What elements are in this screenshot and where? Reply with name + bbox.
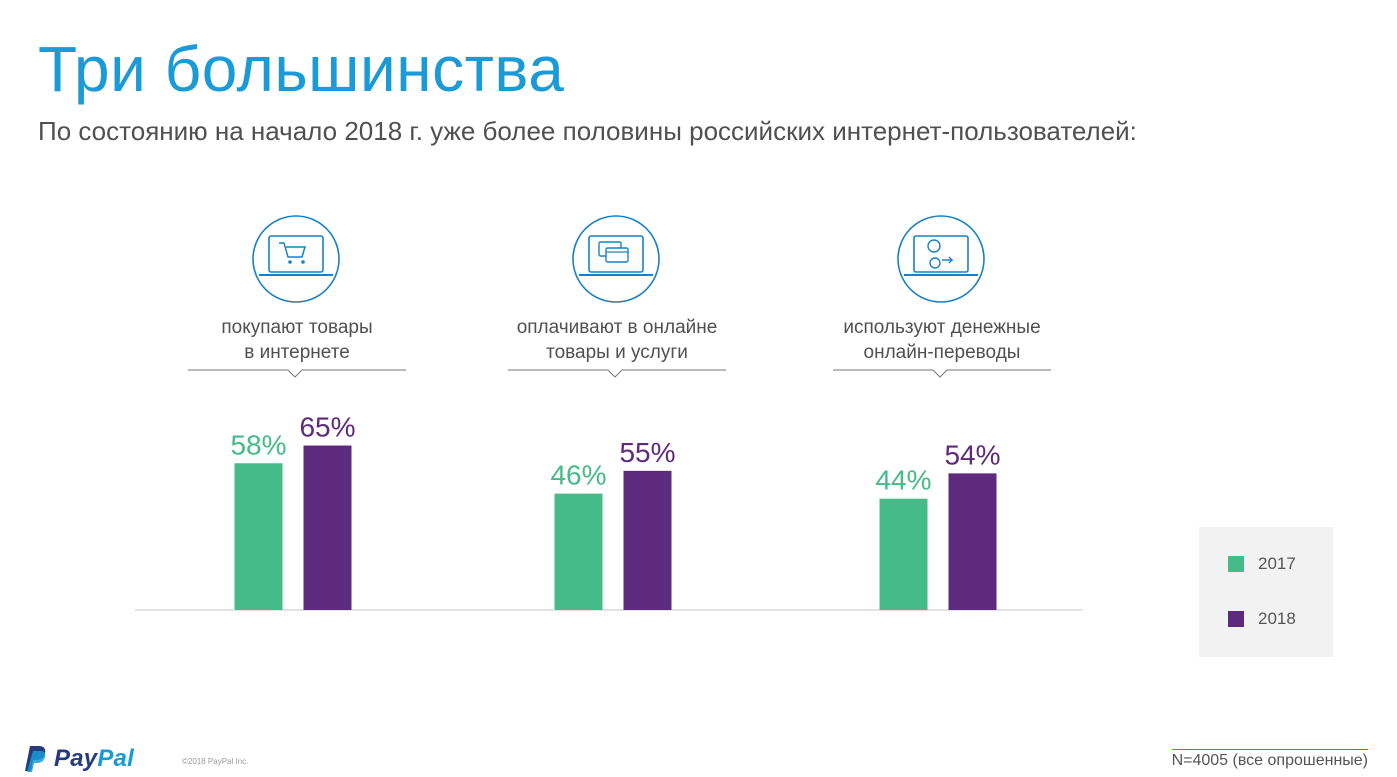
- data-label-2018: 54%: [944, 439, 1000, 470]
- logo-pay: Pay: [54, 745, 98, 772]
- bar-2018: [303, 445, 352, 610]
- paypal-wordmark: PayPal: [54, 745, 134, 773]
- legend-label-2018: 2018: [1258, 609, 1296, 628]
- legend-item-2018: 2018: [1228, 609, 1296, 629]
- category-label: оплачивают в онлайне: [517, 317, 718, 338]
- page-subtitle: По состоянию на начало 2018 г. уже более…: [38, 116, 1137, 146]
- category-label: покупают товары: [221, 317, 372, 338]
- data-label-2017: 46%: [550, 460, 606, 491]
- chart-legend: 2017 2018: [1199, 527, 1333, 657]
- logo-pal: Pal: [97, 745, 134, 772]
- paypal-logo: PayPal: [24, 744, 134, 774]
- data-label-2018: 65%: [299, 412, 355, 443]
- bar-2017: [234, 463, 283, 610]
- category-label: товары и услуги: [546, 342, 688, 363]
- category-label: онлайн-переводы: [864, 342, 1021, 363]
- category-callout-line: [188, 369, 406, 378]
- data-label-2018: 55%: [619, 437, 675, 468]
- bar-2017: [879, 498, 928, 610]
- copyright-text: ©2018 PayPal Inc.: [182, 757, 249, 766]
- sample-note: N=4005 (все опрошенные): [1171, 749, 1368, 770]
- category-callout-line: [508, 369, 726, 378]
- category-label: в интернете: [244, 342, 350, 363]
- page-title: Три большинства: [38, 33, 565, 105]
- category-callout-line: [833, 369, 1051, 378]
- paypal-p-icon: [25, 746, 46, 772]
- legend-swatch-2018: [1228, 611, 1244, 627]
- legend-swatch-2017: [1228, 556, 1244, 572]
- legend-item-2017: 2017: [1228, 554, 1296, 574]
- category-label: используют денежные: [843, 317, 1040, 338]
- bar-2017: [554, 493, 603, 610]
- data-label-2017: 44%: [875, 465, 931, 496]
- transfer-icon: [897, 215, 985, 303]
- cart-icon: [252, 215, 340, 303]
- bar-2018: [623, 470, 672, 610]
- legend-label-2017: 2017: [1258, 554, 1296, 573]
- cards-icon: [572, 215, 660, 303]
- bar-2018: [948, 473, 997, 610]
- data-label-2017: 58%: [230, 429, 286, 460]
